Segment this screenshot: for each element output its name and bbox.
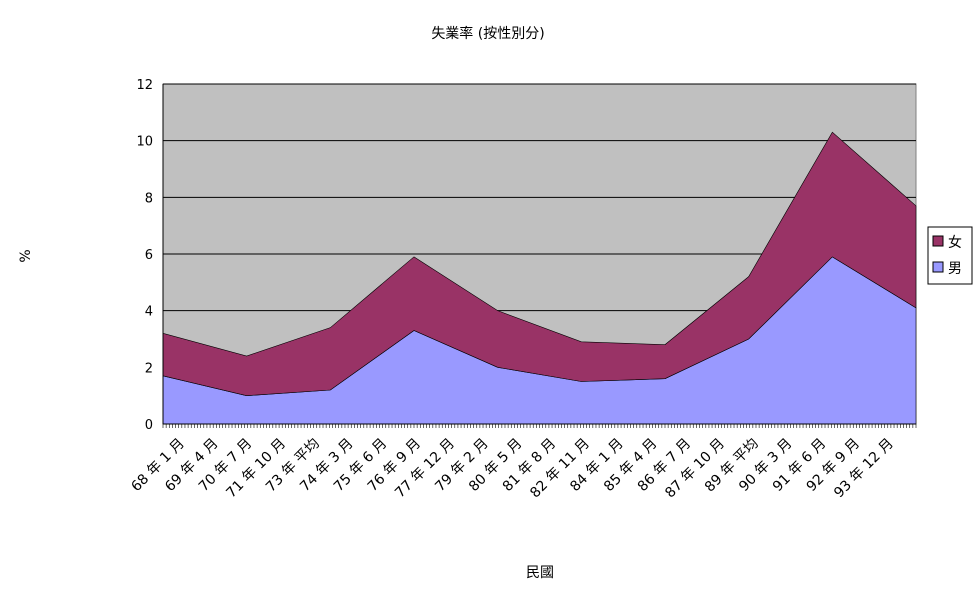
y-tick-label: 8	[145, 191, 153, 206]
x-tick-labels: 68 年 1 月69 年 4 月70 年 7 月71 年 10 月73 年 平均…	[128, 436, 896, 502]
y-tick-label: 10	[136, 135, 153, 150]
series-area-female	[162, 131, 917, 396]
y-tick-label: 6	[145, 248, 153, 263]
y-tick-labels: 0 2 4 6 8 10 12	[136, 78, 153, 433]
y-tick-label: 12	[136, 78, 153, 93]
chart-title: 失業率 (按性別分)	[431, 25, 544, 42]
y-tick-label: 2	[145, 361, 153, 376]
legend-swatch-male	[932, 261, 944, 273]
legend-swatch-female	[932, 235, 944, 247]
legend-label-female: 女	[948, 234, 962, 251]
legend: 女 男	[927, 226, 973, 285]
legend-label-male: 男	[948, 261, 962, 277]
y-tick-label: 4	[145, 305, 153, 320]
x-axis-label: 民國	[526, 565, 554, 581]
x-ticks	[162, 424, 917, 428]
y-axis-label: %	[18, 249, 34, 262]
y-tick-label: 0	[145, 418, 153, 433]
